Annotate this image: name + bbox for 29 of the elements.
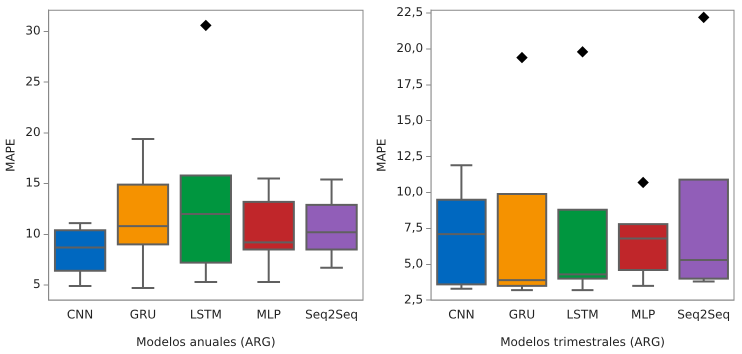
x-tick-label: Seq2Seq — [677, 308, 730, 322]
y-axis-title: MAPE — [3, 138, 18, 172]
y-tick-label: 15 — [25, 176, 41, 190]
x-tick-label: GRU — [508, 308, 536, 322]
x-tick-label: CNN — [66, 308, 94, 322]
x-axis-title: Modelos anuales (ARG) — [136, 334, 276, 349]
x-axis-title: Modelos trimestrales (ARG) — [500, 334, 665, 349]
x-tick-label: MLP — [256, 308, 281, 322]
y-tick-label: 22,5 — [396, 5, 424, 20]
y-tick-label: 20 — [25, 125, 41, 140]
y-tick-label: 5 — [33, 277, 41, 292]
x-tick-label: CNN — [448, 308, 475, 322]
y-tick-label: 12,5 — [396, 148, 424, 163]
y-tick-label: 30 — [25, 24, 41, 38]
x-tick-label: LSTM — [566, 308, 599, 322]
y-tick-label: 25 — [25, 74, 41, 88]
y-tick-label: 5,0 — [404, 256, 424, 270]
x-tick-label: MLP — [630, 308, 656, 322]
y-tick-label: 7,5 — [404, 220, 424, 235]
y-tick-label: 15,0 — [396, 112, 424, 127]
y-tick-label: 10 — [25, 226, 41, 240]
x-tick-label: LSTM — [190, 308, 222, 322]
y-tick-label: 2,5 — [404, 292, 424, 306]
y-tick-label: 20,0 — [396, 41, 424, 56]
y-axis-title: MAPE — [374, 138, 388, 172]
x-tick-label: GRU — [130, 308, 156, 322]
y-tick-label: 10,0 — [396, 184, 424, 199]
y-tick-label: 17,5 — [396, 76, 424, 91]
x-tick-label: Seq2Seq — [305, 308, 358, 322]
